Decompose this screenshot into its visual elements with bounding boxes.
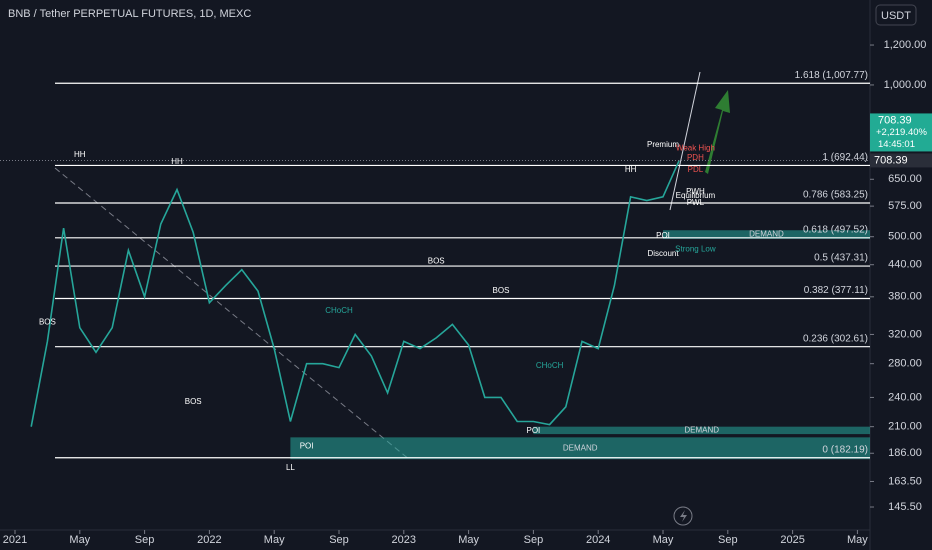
annotation: PDL xyxy=(688,165,704,174)
y-tick-label: 1,200.00 xyxy=(884,39,927,51)
annotation: CHoCH xyxy=(536,361,564,370)
y-tick-label: 186.00 xyxy=(888,447,922,459)
annotation: BOS xyxy=(39,318,56,327)
fib-label: 1 (692.44) xyxy=(822,152,868,163)
annotation: PWH xyxy=(686,187,705,196)
annotation: Discount xyxy=(647,249,679,258)
annotation: Weak High xyxy=(676,143,715,152)
fib-label: 0.382 (377.11) xyxy=(804,285,868,296)
y-tick-label: 210.00 xyxy=(888,421,922,433)
fib-label: 1.618 (1,007.77) xyxy=(795,70,868,81)
annotation: HH xyxy=(625,165,637,174)
demand-zone xyxy=(663,230,870,239)
annotation: LL xyxy=(286,463,295,472)
price-box-countdown: 14:45:01 xyxy=(878,139,915,150)
y-tick-label: 440.00 xyxy=(888,259,922,271)
annotation: BOS xyxy=(185,397,202,406)
annotation: HH xyxy=(171,157,183,166)
plot-area: DEMAND DEMAND DEMAND 1.618 (1,007.77) 1 (692… xyxy=(30,70,870,472)
x-tick-label: 2023 xyxy=(392,534,416,546)
x-tick-label: May xyxy=(458,534,479,546)
fib-label: 0.786 (583.25) xyxy=(803,190,868,201)
x-tick-label: May xyxy=(847,534,868,546)
price-box-change: +2,219.40% xyxy=(876,127,928,138)
price-line xyxy=(30,160,680,427)
x-tick-label: Sep xyxy=(329,534,349,546)
x-tick-label: Sep xyxy=(524,534,544,546)
x-tick-label: May xyxy=(264,534,285,546)
zone-label: DEMAND xyxy=(684,425,719,434)
fib-label: 0.618 (497.52) xyxy=(803,224,868,235)
annotation: POI xyxy=(656,231,670,240)
currency-button[interactable] xyxy=(875,4,917,26)
annotation: PWL xyxy=(687,198,705,207)
y-tick-label: 575.00 xyxy=(888,200,922,212)
annotation: BOS xyxy=(428,256,445,265)
y-tick-label: 320.00 xyxy=(888,328,922,340)
annotation: Strong Low xyxy=(675,244,716,253)
zone-label: DEMAND xyxy=(563,443,598,452)
annotation: PDH xyxy=(687,153,704,162)
y-tick-label: 500.00 xyxy=(888,231,922,243)
x-tick-label: 2022 xyxy=(197,534,221,546)
x-tick-label: 2025 xyxy=(780,534,804,546)
annotation: CHoCH xyxy=(325,306,353,315)
x-tick-label: May xyxy=(653,534,674,546)
fib-label: 0.5 (437.31) xyxy=(814,253,868,264)
y-tick-label: 650.00 xyxy=(888,173,922,185)
price-box-value: 708.39 xyxy=(878,114,912,126)
arrow xyxy=(705,90,730,174)
trendline xyxy=(54,167,411,461)
zone-label: DEMAND xyxy=(749,230,784,239)
fib-label: 0 (182.19) xyxy=(822,444,868,455)
price-tag-label: 708.39 xyxy=(874,154,908,166)
y-tick-label: 380.00 xyxy=(888,291,922,303)
projection-line xyxy=(669,71,701,211)
annotation: HH xyxy=(74,150,86,159)
annotation: Premium xyxy=(647,140,679,149)
icon[interactable] xyxy=(673,506,693,526)
x-tick-label: Sep xyxy=(135,534,155,546)
x-tick-label: Sep xyxy=(718,534,738,546)
y-tick-label: 240.00 xyxy=(888,391,922,403)
x-tick-label: 2021 xyxy=(3,534,27,546)
annotation: BOS xyxy=(493,286,510,295)
price-box xyxy=(870,113,932,152)
annotation: Equilibrium xyxy=(676,191,716,200)
demand-zone xyxy=(290,437,870,460)
y-tick-label: 145.50 xyxy=(888,501,922,513)
y-tick-label: 163.50 xyxy=(888,475,922,487)
price-tag xyxy=(870,153,932,168)
annotation: POI xyxy=(300,441,314,450)
x-tick-label: 2024 xyxy=(586,534,610,546)
annotation: POI xyxy=(527,426,541,435)
demand-zone xyxy=(533,426,870,435)
x-tick-label: May xyxy=(69,534,90,546)
currency[interactable]: USDT xyxy=(881,10,911,22)
y-tick-label: 280.00 xyxy=(888,358,922,370)
y-tick-label: 1,000.00 xyxy=(884,79,927,91)
chart-title: BNB / Tether PERPETUAL FUTURES, 1D, MEXC xyxy=(8,8,251,20)
icon[interactable] xyxy=(680,510,687,522)
fib-label: 0.236 (302.61) xyxy=(803,333,868,344)
